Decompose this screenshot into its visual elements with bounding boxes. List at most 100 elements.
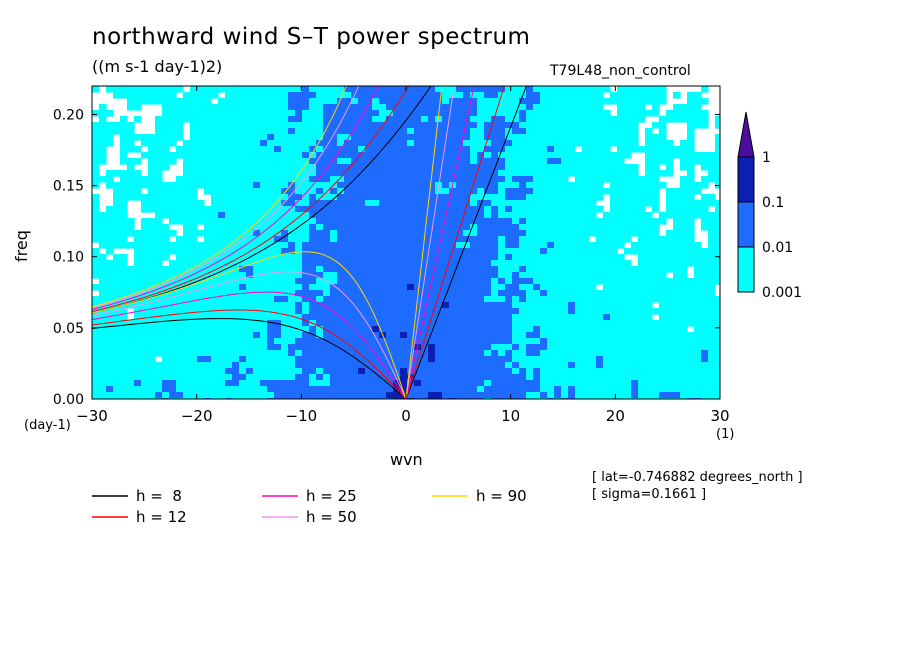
field-cell [575, 188, 583, 195]
field-cell [183, 92, 191, 99]
field-cell [533, 116, 541, 123]
field-cell [687, 350, 695, 357]
field-cell [288, 164, 296, 171]
field-cell [533, 218, 541, 225]
field-cell [701, 122, 709, 129]
y-tick-label: 0.00 [53, 392, 84, 408]
field-cell [526, 362, 534, 369]
field-cell [673, 374, 681, 381]
field-cell [428, 206, 436, 213]
field-cell [337, 254, 345, 261]
field-cell [687, 128, 695, 135]
field-cell [337, 152, 345, 159]
field-cell [330, 140, 338, 147]
field-cell [169, 212, 177, 219]
field-cell [624, 332, 632, 339]
field-cell [400, 386, 408, 393]
field-cell [624, 248, 632, 255]
field-cell [596, 278, 604, 285]
field-cell [393, 266, 401, 273]
field-cell [141, 338, 149, 345]
field-cell [183, 152, 191, 159]
field-cell [120, 206, 128, 213]
field-cell [687, 134, 695, 141]
field-cell [162, 332, 170, 339]
field-cell [239, 278, 247, 285]
field-cell [470, 200, 478, 207]
field-cell [652, 224, 660, 231]
field-cell [141, 314, 149, 321]
field-cell [610, 296, 618, 303]
field-cell [113, 368, 121, 375]
field-cell [645, 290, 653, 297]
field-cell [190, 356, 198, 363]
field-cell [617, 314, 625, 321]
field-cell [337, 386, 345, 393]
field-cell [449, 386, 457, 393]
field-cell [302, 212, 310, 219]
field-cell [218, 182, 226, 189]
field-cell [554, 212, 562, 219]
field-cell [162, 104, 170, 111]
field-cell [204, 206, 212, 213]
field-cell [344, 158, 352, 165]
field-cell [687, 320, 695, 327]
field-cell [232, 176, 240, 183]
field-cell [169, 110, 177, 117]
field-cell [155, 158, 163, 165]
field-cell [673, 368, 681, 375]
field-cell [463, 308, 471, 315]
field-cell [421, 98, 429, 105]
field-cell [316, 140, 324, 147]
field-cell [491, 308, 499, 315]
field-cell [253, 104, 261, 111]
field-cell [533, 164, 541, 171]
field-cell [358, 158, 366, 165]
field-cell [526, 314, 534, 321]
field-cell [470, 122, 478, 129]
field-cell [484, 314, 492, 321]
field-cell [666, 332, 674, 339]
field-cell [281, 368, 289, 375]
field-cell [456, 344, 464, 351]
field-cell [540, 116, 548, 123]
field-cell [302, 266, 310, 273]
sigma-annotation: [ sigma=0.1661 ] [592, 487, 707, 502]
field-cell [624, 284, 632, 291]
field-cell [582, 86, 590, 93]
field-cell [274, 380, 282, 387]
field-cell [554, 188, 562, 195]
field-cell [477, 332, 485, 339]
field-cell [183, 206, 191, 213]
field-cell [680, 254, 688, 261]
field-cell [505, 326, 513, 333]
field-cell [575, 296, 583, 303]
field-cell [204, 164, 212, 171]
field-cell [260, 182, 268, 189]
field-cell [491, 200, 499, 207]
field-cell [449, 104, 457, 111]
field-cell [162, 338, 170, 345]
field-cell [225, 362, 233, 369]
field-cell [596, 266, 604, 273]
field-cell [484, 326, 492, 333]
field-cell [533, 260, 541, 267]
field-cell [365, 176, 373, 183]
field-cell [323, 122, 331, 129]
field-cell [561, 200, 569, 207]
field-cell [533, 188, 541, 195]
field-cell [659, 314, 667, 321]
field-cell [589, 110, 597, 117]
field-cell [603, 356, 611, 363]
field-cell [190, 332, 198, 339]
field-cell [323, 218, 331, 225]
field-cell [372, 308, 380, 315]
field-cell [470, 344, 478, 351]
field-cell [484, 170, 492, 177]
field-cell [589, 176, 597, 183]
field-cell [428, 236, 436, 243]
field-cell [498, 350, 506, 357]
field-cell [393, 254, 401, 261]
field-cell [183, 218, 191, 225]
field-cell [519, 206, 527, 213]
